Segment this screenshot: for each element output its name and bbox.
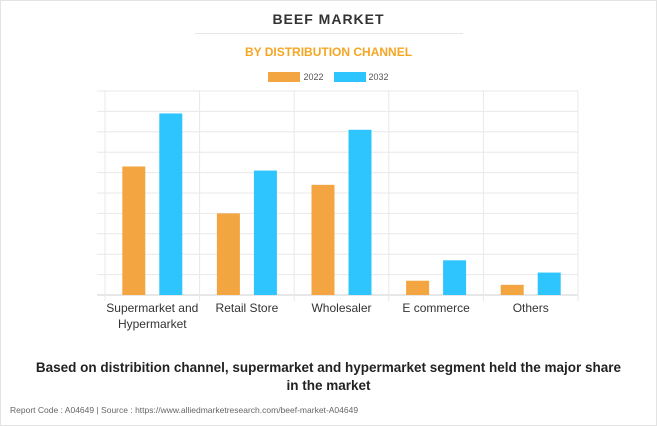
x-tick-label: Wholesaler	[311, 301, 371, 315]
bar-2022	[311, 184, 335, 295]
report-source-footer: Report Code : A04649 | Source : https://…	[10, 405, 359, 415]
x-tick-label: Supermarket and Hypermarket	[106, 301, 198, 331]
bar-2032	[537, 272, 561, 295]
bar-2032	[348, 129, 372, 295]
bar-2022	[216, 213, 240, 295]
legend-swatch-2022	[268, 72, 301, 82]
bar-2032	[253, 170, 277, 295]
bar-2032	[443, 260, 467, 295]
x-tick-label: Retail Store	[216, 301, 279, 315]
chart-subtitle: BY DISTRIBUTION CHANNEL	[244, 45, 413, 59]
x-tick-label: E commerce	[402, 301, 470, 315]
x-tick-label: Others	[513, 301, 549, 315]
legend-item-2032[interactable]: 2032	[333, 72, 389, 82]
legend-item-2022[interactable]: 2022	[268, 72, 324, 82]
bar-2032	[159, 113, 183, 295]
chart-legend: 2022 2032	[0, 72, 657, 82]
caption-line-1: Based on distribition channel, supermark…	[35, 360, 622, 375]
legend-swatch-2032	[333, 72, 366, 82]
legend-label-2032: 2032	[368, 72, 389, 82]
bar-2022	[406, 280, 430, 295]
caption-line-2: in the market	[286, 378, 371, 393]
title-divider	[195, 33, 463, 34]
bar-2022	[500, 284, 524, 295]
bar-chart: Supermarket and Hypermarket Retail Store Wh…	[97, 90, 579, 331]
chart-title: BEEF MARKET	[272, 11, 385, 27]
bar-2022	[122, 166, 146, 295]
chart-caption: Based on distribition channel, supermark…	[0, 359, 657, 395]
legend-label-2022: 2022	[303, 72, 324, 82]
